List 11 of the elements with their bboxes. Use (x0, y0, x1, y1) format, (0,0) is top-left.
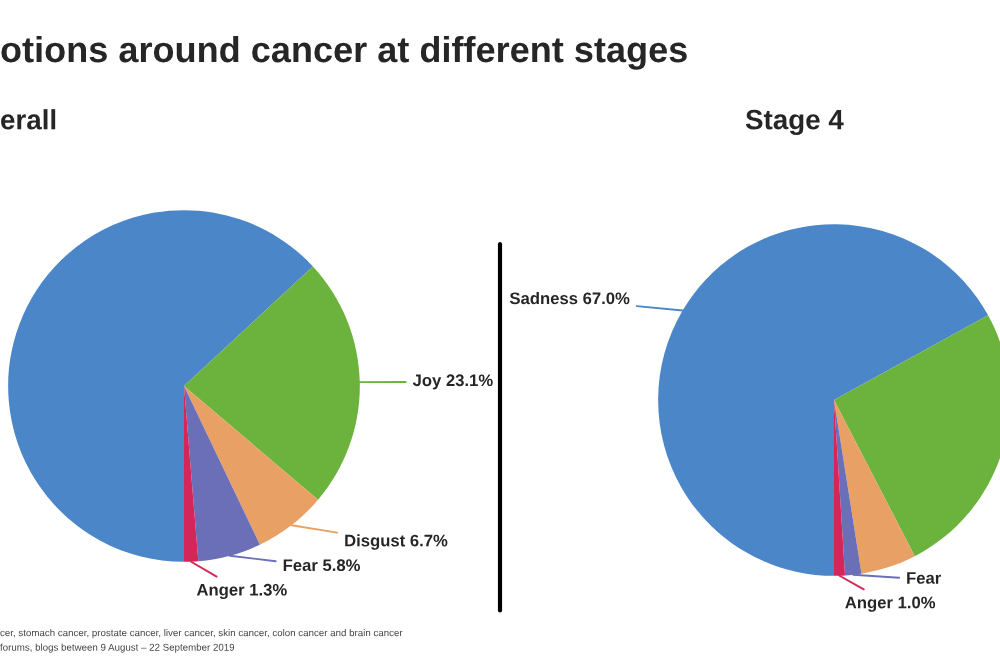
pie-slice (8, 210, 313, 562)
legend-label: Fear (907, 572, 942, 584)
chart-title: otions around cancer at different stages (1, 35, 687, 70)
slice-label: Sadness 67.0% (509, 291, 630, 305)
slice-label: Anger 1.0% (845, 596, 936, 612)
chart-subtitle: Stage 4 (745, 109, 844, 136)
slice-label: Anger 1.3% (196, 583, 287, 600)
category-label: Fear 5.8% (283, 559, 361, 572)
chart-subtitle: erall (1, 109, 56, 130)
slice-label: Disgust 6.7% (345, 534, 448, 550)
slice-label: Joy 23.1% (412, 374, 493, 390)
